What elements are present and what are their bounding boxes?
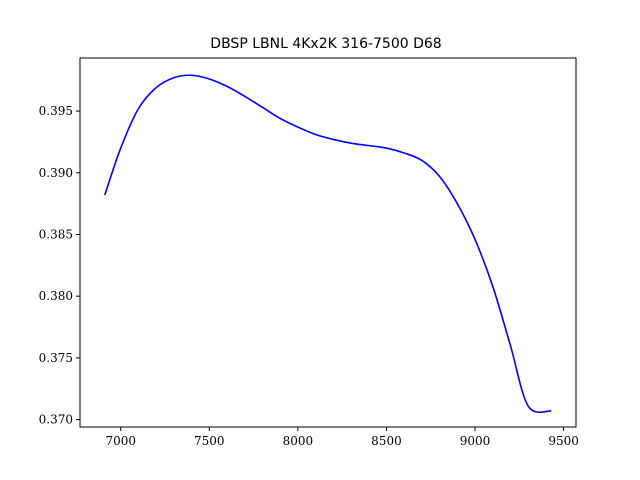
y-tick-label: 0.390	[39, 166, 73, 180]
x-tick-label: 7000	[105, 434, 136, 448]
y-tick-label: 0.395	[39, 104, 73, 118]
series-line-0	[104, 74, 552, 414]
y-tick-label: 0.375	[39, 351, 73, 365]
y-tick-label: 0.380	[39, 289, 73, 303]
plot-frame	[79, 57, 577, 428]
x-tick-label: 7500	[194, 434, 225, 448]
x-tick-label: 9000	[460, 434, 491, 448]
x-tick-label: 8000	[283, 434, 314, 448]
x-tick-label: 9500	[548, 434, 579, 448]
y-tick-label: 0.385	[39, 227, 73, 241]
chart-title: DBSP LBNL 4Kx2K 316-7500 D68	[210, 36, 441, 52]
x-tick-label: 8500	[371, 434, 402, 448]
y-tick-label: 0.370	[39, 413, 73, 427]
